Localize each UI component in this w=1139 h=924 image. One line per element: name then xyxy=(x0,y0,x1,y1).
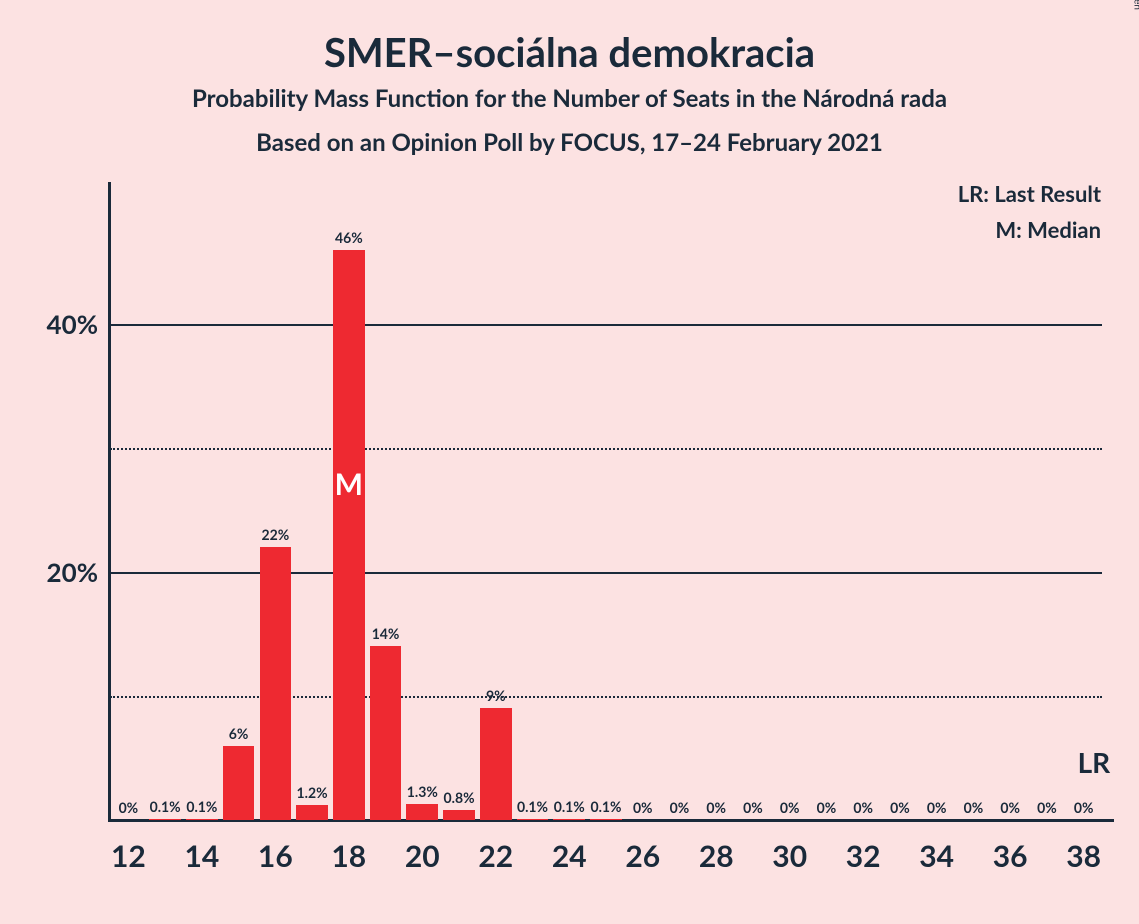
chart-title: SMER–sociálna demokracia xyxy=(0,28,1139,76)
bar: 0.1% xyxy=(149,819,181,820)
bar: 0.1% xyxy=(590,819,622,820)
x-axis-label: 30 xyxy=(772,820,807,874)
bar: 6% xyxy=(223,746,255,820)
bar: 0.8% xyxy=(443,810,475,820)
bar: 0.1% xyxy=(517,819,549,820)
x-axis-label: 16 xyxy=(258,820,293,874)
bar: 14% xyxy=(370,646,402,820)
bar-value-label: 22% xyxy=(261,526,289,547)
bar-value-label: 6% xyxy=(229,725,249,746)
y-axis-label: 40% xyxy=(47,308,110,340)
bar-value-label: 0.1% xyxy=(517,798,548,819)
x-axis-label: 32 xyxy=(846,820,881,874)
x-axis-label: 12 xyxy=(111,820,146,874)
bar: 46%M xyxy=(333,250,365,820)
y-axis xyxy=(108,182,111,820)
bar-value-label: 0% xyxy=(890,799,910,820)
chart-subtitle-1: Probability Mass Function for the Number… xyxy=(0,84,1139,113)
bar-value-label: 0.1% xyxy=(150,798,181,819)
bar-value-label: 0.1% xyxy=(554,798,585,819)
x-axis-label: 38 xyxy=(1066,820,1101,874)
bar-value-label: 0% xyxy=(964,799,984,820)
bar-value-label: 46% xyxy=(335,229,363,250)
bar-value-label: 14% xyxy=(372,625,400,646)
bar-value-label: 0% xyxy=(853,799,873,820)
last-result-marker: LR xyxy=(1078,745,1111,779)
bar: 9% xyxy=(480,708,512,820)
x-axis-label: 36 xyxy=(993,820,1028,874)
bar-value-label: 0.1% xyxy=(590,798,621,819)
bar-value-label: 1.2% xyxy=(297,784,328,805)
x-axis-label: 14 xyxy=(184,820,219,874)
x-axis-label: 22 xyxy=(478,820,513,874)
copyright-text: © 2021 Filip van Laenen xyxy=(1131,0,1139,10)
bar-value-label: 0% xyxy=(927,799,947,820)
bar-value-label: 0% xyxy=(743,799,763,820)
bar-value-label: 0% xyxy=(119,799,139,820)
bar: 1.3% xyxy=(406,804,438,820)
bar-value-label: 0% xyxy=(1000,799,1020,820)
x-axis-label: 28 xyxy=(699,820,734,874)
x-axis-label: 20 xyxy=(405,820,440,874)
bar-value-label: 0% xyxy=(633,799,653,820)
bar-value-label: 0% xyxy=(1074,799,1094,820)
median-marker: M xyxy=(335,466,363,502)
bar-value-label: 0.1% xyxy=(186,798,217,819)
y-axis-label: 20% xyxy=(47,556,110,588)
x-axis-label: 24 xyxy=(552,820,587,874)
bar-value-label: 0.8% xyxy=(444,789,475,810)
x-axis-label: 34 xyxy=(919,820,954,874)
bar-value-label: 0% xyxy=(817,799,837,820)
x-axis-label: 26 xyxy=(625,820,660,874)
bar: 22% xyxy=(260,547,292,820)
bar: 1.2% xyxy=(296,805,328,820)
grid-minor xyxy=(110,448,1102,450)
bar-value-label: 0% xyxy=(780,799,800,820)
bar-value-label: 0% xyxy=(1037,799,1057,820)
grid-major xyxy=(110,324,1102,326)
chart-plot-area: 20%40%0%120.1%0.1%146%22%161.2%46%M1814%… xyxy=(110,200,1102,820)
bar-value-label: 9% xyxy=(486,687,506,708)
bar-value-label: 1.3% xyxy=(407,783,438,804)
x-axis-label: 18 xyxy=(331,820,366,874)
bar-value-label: 0% xyxy=(706,799,726,820)
bar-value-label: 0% xyxy=(670,799,690,820)
chart-subtitle-2: Based on an Opinion Poll by FOCUS, 17–24… xyxy=(0,128,1139,157)
